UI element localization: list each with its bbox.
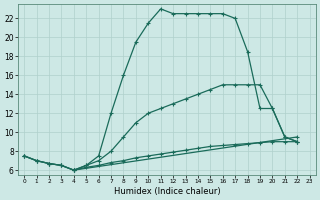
X-axis label: Humidex (Indice chaleur): Humidex (Indice chaleur) <box>114 187 220 196</box>
